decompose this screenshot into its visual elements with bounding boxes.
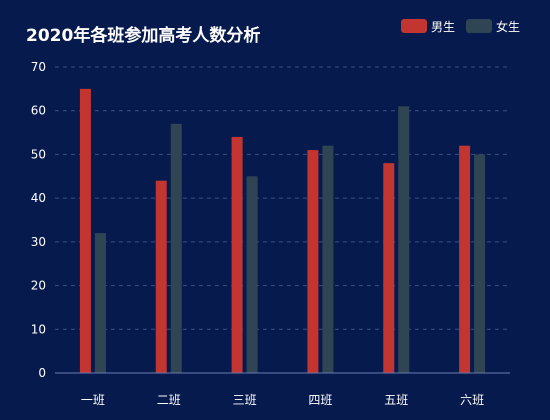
bar-boys[interactable] <box>459 145 471 373</box>
y-tick-label: 10 <box>31 322 46 336</box>
legend[interactable]: 男生 女生 <box>401 19 520 34</box>
x-tick-label: 二班 <box>157 393 181 407</box>
y-tick-label: 40 <box>31 191 46 205</box>
bar-boys[interactable] <box>307 150 319 373</box>
legend-item-girls[interactable]: 女生 <box>466 19 520 34</box>
x-tick-label: 五班 <box>384 393 408 407</box>
chart-title: 2020年各班参加高考人数分析 <box>26 25 260 46</box>
bar-girls[interactable] <box>474 154 486 373</box>
y-tick-label: 50 <box>31 147 46 161</box>
legend-label-girls: 女生 <box>496 19 520 34</box>
x-axis-tick-labels: 一班 二班 三班 四班 五班 六班 <box>81 393 484 407</box>
x-tick-label: 一班 <box>81 393 105 407</box>
legend-item-boys[interactable]: 男生 <box>401 19 455 34</box>
y-tick-label: 60 <box>31 104 46 118</box>
bars[interactable] <box>79 88 486 373</box>
y-tick-label: 0 <box>38 366 46 380</box>
x-tick-label: 六班 <box>460 393 484 407</box>
x-tick-label: 三班 <box>233 393 257 407</box>
y-tick-label: 70 <box>31 60 46 74</box>
legend-swatch-boys <box>401 19 427 33</box>
bar-boys[interactable] <box>383 163 395 373</box>
y-tick-label: 30 <box>31 235 46 249</box>
legend-swatch-girls <box>466 19 492 33</box>
bar-girls[interactable] <box>246 176 258 373</box>
y-tick-label: 20 <box>31 279 46 293</box>
y-axis-tick-labels: 0 10 20 30 40 50 60 70 <box>31 60 46 380</box>
bar-boys[interactable] <box>79 88 91 373</box>
bar-girls[interactable] <box>170 123 182 373</box>
legend-label-boys: 男生 <box>431 20 455 34</box>
bar-girls[interactable] <box>322 145 334 373</box>
x-tick-label: 四班 <box>308 393 332 407</box>
bar-boys[interactable] <box>155 180 167 373</box>
bar-girls[interactable] <box>94 233 106 373</box>
grid-lines <box>55 66 510 330</box>
bar-boys[interactable] <box>231 136 243 373</box>
bar-girls[interactable] <box>398 106 410 373</box>
